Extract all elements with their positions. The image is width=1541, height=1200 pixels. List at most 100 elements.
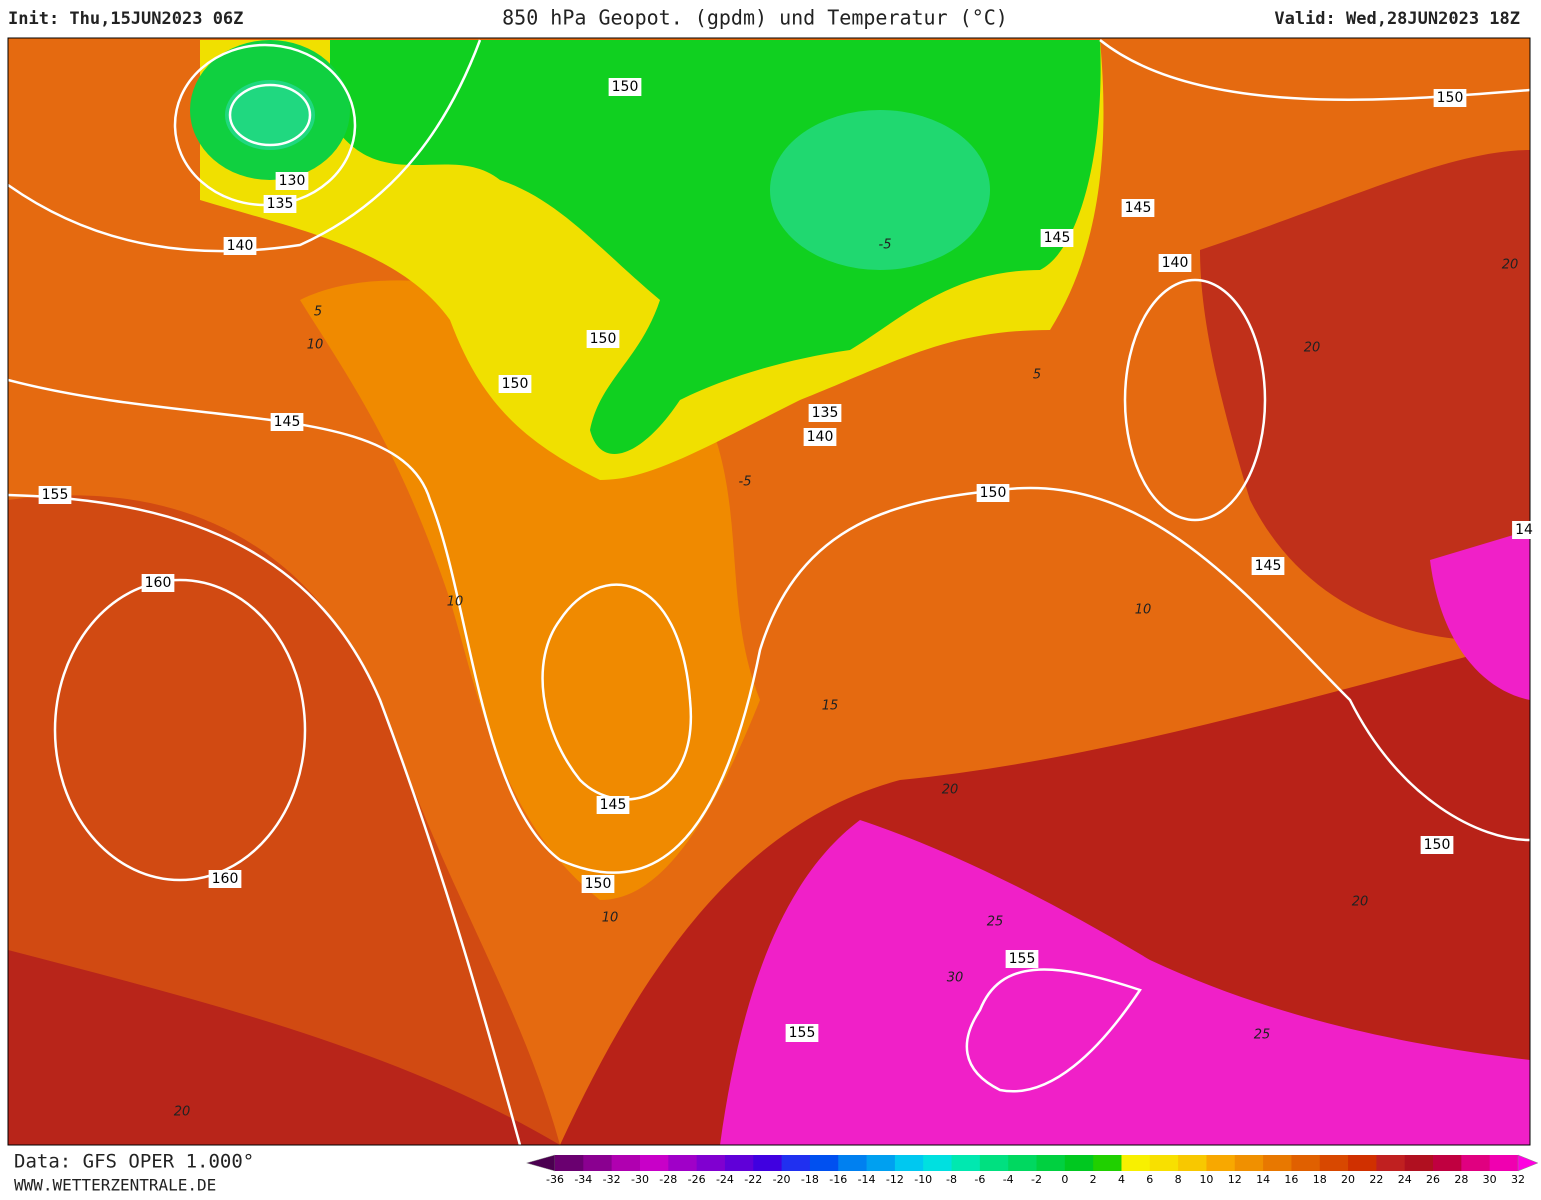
geopotential-label: 140 [1162,255,1189,271]
label-box [808,404,842,422]
colorbar-segment [1206,1155,1236,1171]
colorbar-label: 26 [1426,1173,1440,1186]
label-box [38,486,72,504]
geopotential-label: 145 [600,797,627,813]
geopotential-label: 150 [502,376,529,392]
colorbar-segment [1036,1155,1066,1171]
colorbar-label: 2 [1090,1173,1097,1186]
colorbar-label: -4 [1003,1173,1014,1186]
field [8,495,560,1145]
label-box [1433,89,1467,107]
label-box [1251,557,1285,575]
temperature-label: 25 [987,915,1004,930]
label-box [785,1024,819,1042]
colorbar-label: 0 [1061,1173,1068,1186]
colorbar-segment [979,1155,1009,1171]
colorbar-segment [1433,1155,1462,1171]
colorbar-label: 24 [1398,1173,1412,1186]
colorbar-label: -24 [716,1173,734,1186]
label-box [581,875,615,893]
temperature-label: 5 [314,305,322,320]
colorbar-segment [1234,1155,1264,1171]
geopotential-label: 140 [807,429,834,445]
colorbar-label: -34 [574,1173,592,1186]
geopotential-label: 145 [274,414,301,430]
colorbar-segment [809,1155,839,1171]
geopotential-label: 135 [812,405,839,421]
geopotential-label: 145 [1044,230,1071,246]
colorbar-segment [555,1155,584,1171]
temperature-label: 20 [942,783,959,798]
label-box [1121,199,1155,217]
colorbar-segment [1263,1155,1292,1171]
map-fields [8,38,1530,1145]
data-source: Data: GFS OPER 1.000° [14,1151,254,1173]
colorbar-segment [1064,1155,1094,1171]
colorbar-segment [1121,1155,1151,1171]
label-box [586,330,620,348]
colorbar-label: 20 [1341,1173,1355,1186]
label-box [976,484,1010,502]
label-box [1420,836,1454,854]
colorbar-label: -8 [946,1173,957,1186]
colorbar-label: 18 [1313,1173,1327,1186]
colorbar-label: 8 [1175,1173,1182,1186]
temperature-label: 10 [602,911,619,926]
field [1200,150,1530,642]
colorbar-label: 30 [1483,1173,1497,1186]
label-box [223,237,257,255]
label-box [608,78,642,96]
colorbar-label: -18 [801,1173,819,1186]
website: WWW.WETTERZENTRALE.DE [14,1176,216,1195]
colorbar-segment [1291,1155,1321,1171]
temperature-label: 10 [307,338,324,353]
field [225,80,315,150]
label-box [1512,521,1536,539]
colorbar-label: -6 [974,1173,985,1186]
colorbar-arrow-right [1517,1154,1539,1172]
colorbar-label: -30 [631,1173,649,1186]
geopotential-label: 155 [789,1025,816,1041]
map-title: 850 hPa Geopot. (gpdm) und Temperatur (°… [502,6,1008,30]
colorbar-label: -26 [688,1173,706,1186]
colorbar-segment [894,1155,924,1171]
label-box [498,375,532,393]
label-box [596,796,630,814]
temperature-label: 20 [174,1105,191,1120]
colorbar-label: -14 [858,1173,876,1186]
label-box [803,428,837,446]
colorbar-segment [583,1155,613,1171]
colorbar-label: -2 [1031,1173,1042,1186]
temperature-label: 15 [822,699,839,714]
colorbar-segment [668,1155,698,1171]
colorbar-arrow-left [525,1154,556,1172]
colorbar-segment [639,1155,669,1171]
colorbar-segment [753,1155,783,1171]
colorbar-segment [1149,1155,1179,1171]
colorbar-segment [781,1155,811,1171]
colorbar-segment [1376,1155,1406,1171]
label-box [263,195,297,213]
colorbar-label: -10 [914,1173,932,1186]
temperature-label: -5 [879,238,892,253]
colorbar-label: -20 [773,1173,791,1186]
geopotential-label: 150 [1424,837,1451,853]
colorbar-segment [1461,1155,1491,1171]
colorbar-label: 28 [1454,1173,1468,1186]
geopotential-label: 150 [590,331,617,347]
colorbar-segment [866,1155,896,1171]
geopotential-label: 155 [1009,951,1036,967]
field [770,110,990,270]
colorbar-label: 12 [1228,1173,1242,1186]
field [720,820,1530,1145]
colorbar-label: 22 [1369,1173,1383,1186]
temperature-label: 10 [1135,603,1152,618]
colorbar-segment [1348,1155,1377,1171]
colorbar-label: -12 [886,1173,904,1186]
label-box [275,172,309,190]
label-box [141,574,175,592]
colorbar-segment [1404,1155,1434,1171]
temperature-label: 10 [447,595,464,610]
temperature-label: 25 [1254,1028,1271,1043]
